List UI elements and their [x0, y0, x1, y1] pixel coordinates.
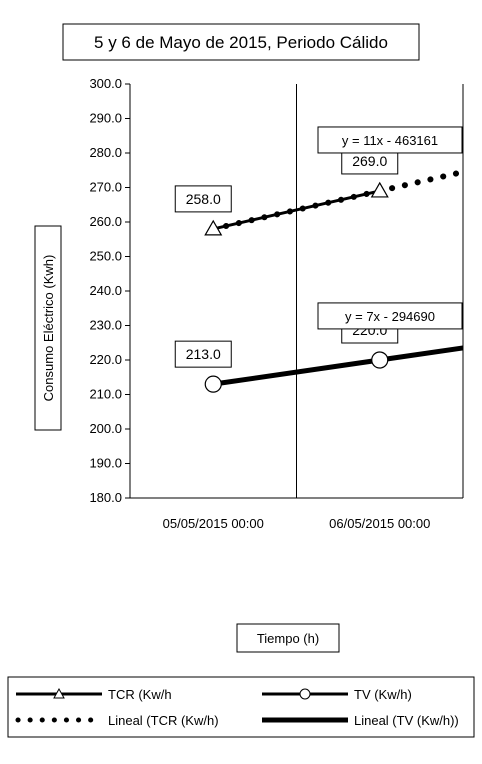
chart-title: 5 y 6 de Mayo de 2015, Periodo Cálido — [94, 33, 388, 52]
y-axis-label-group: Consumo Eléctrico (Kwh) — [34, 225, 62, 431]
legend-label: Lineal (TV (Kw/h)) — [354, 713, 459, 728]
y-tick-label: 280.0 — [89, 145, 122, 160]
data-point-marker — [370, 181, 389, 198]
x-axis-label-box — [236, 623, 340, 653]
trendline-equation: y = 11x - 463161 — [342, 133, 438, 148]
series-line-0 — [212, 189, 381, 231]
y-tick-label: 250.0 — [89, 249, 122, 264]
y-tick-label: 180.0 — [89, 490, 122, 505]
x-axis-label: Tiempo (h) — [257, 631, 319, 646]
legend-marker — [53, 687, 65, 699]
series-line-1 — [213, 358, 380, 386]
trendline-equation-box — [317, 126, 463, 154]
data-label: 269.0 — [352, 153, 387, 169]
legend-box — [7, 676, 475, 738]
y-tick-label: 270.0 — [89, 180, 122, 195]
legend-label: Lineal (TCR (Kw/h) — [108, 713, 219, 728]
y-tick-label: 230.0 — [89, 318, 122, 333]
legend-label: TCR (Kw/h — [108, 687, 172, 702]
y-tick-label: 210.0 — [89, 387, 122, 402]
trendline-equation: y = 7x - 294690 — [345, 309, 435, 324]
trendline-equation-box — [317, 302, 463, 330]
y-tick-label: 200.0 — [89, 421, 122, 436]
y-tick-label: 300.0 — [89, 76, 122, 91]
legend: TCR (Kw/h TV (Kw/h) Lineal (TCR (Kw/h) Line… — [15, 687, 459, 728]
y-tick-label: 290.0 — [89, 111, 122, 126]
y-tick-label: 220.0 — [89, 352, 122, 367]
data-point-marker — [204, 219, 223, 236]
plot-area: 180.0 190.0 200.0 210.0 220.0 230.0 240.0 250.0… — [89, 76, 466, 531]
data-label: 213.0 — [186, 346, 221, 362]
x-tick-label: 06/05/2015 00:00 — [329, 516, 430, 531]
data-label: 258.0 — [186, 191, 221, 207]
data-point-marker — [204, 375, 222, 393]
y-tick-label: 260.0 — [89, 214, 122, 229]
data-label-box — [174, 185, 232, 213]
x-tick-label: 05/05/2015 00:00 — [163, 516, 264, 531]
y-axis-label: Consumo Eléctrico (Kwh) — [41, 255, 56, 402]
legend-label: TV (Kw/h) — [354, 687, 412, 702]
y-tick-label: 190.0 — [89, 456, 122, 471]
legend-marker — [299, 688, 311, 700]
y-tick-label: 240.0 — [89, 283, 122, 298]
y-axis-label-box — [34, 225, 62, 431]
data-label-box — [174, 340, 232, 368]
title-box — [62, 23, 420, 61]
data-point-marker — [371, 351, 389, 369]
